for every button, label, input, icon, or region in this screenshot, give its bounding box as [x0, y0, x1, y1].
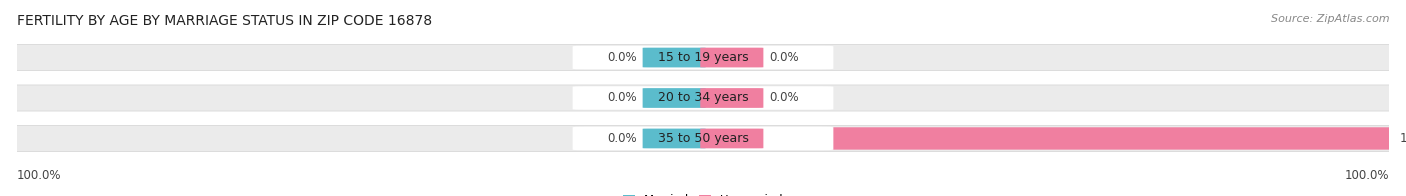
Text: FERTILITY BY AGE BY MARRIAGE STATUS IN ZIP CODE 16878: FERTILITY BY AGE BY MARRIAGE STATUS IN Z…: [17, 14, 432, 28]
Text: 15 to 19 years: 15 to 19 years: [658, 51, 748, 64]
Text: Source: ZipAtlas.com: Source: ZipAtlas.com: [1271, 14, 1389, 24]
Text: 20 to 34 years: 20 to 34 years: [658, 92, 748, 104]
Text: 0.0%: 0.0%: [607, 92, 637, 104]
FancyBboxPatch shape: [572, 46, 834, 69]
FancyBboxPatch shape: [643, 48, 706, 67]
FancyBboxPatch shape: [700, 48, 763, 67]
FancyBboxPatch shape: [0, 125, 1406, 152]
Text: 0.0%: 0.0%: [769, 92, 799, 104]
FancyBboxPatch shape: [0, 85, 1406, 111]
Text: 100.0%: 100.0%: [17, 169, 62, 182]
FancyBboxPatch shape: [572, 86, 834, 110]
FancyBboxPatch shape: [700, 129, 763, 148]
Text: 100.0%: 100.0%: [1400, 132, 1406, 145]
Text: 0.0%: 0.0%: [607, 132, 637, 145]
Text: 0.0%: 0.0%: [769, 51, 799, 64]
Text: 35 to 50 years: 35 to 50 years: [658, 132, 748, 145]
FancyBboxPatch shape: [695, 127, 1398, 150]
FancyBboxPatch shape: [700, 88, 763, 108]
FancyBboxPatch shape: [0, 44, 1406, 71]
Text: 100.0%: 100.0%: [1344, 169, 1389, 182]
FancyBboxPatch shape: [572, 127, 834, 150]
FancyBboxPatch shape: [643, 129, 706, 148]
Legend: Married, Unmarried: Married, Unmarried: [619, 189, 787, 196]
FancyBboxPatch shape: [643, 88, 706, 108]
Text: 0.0%: 0.0%: [607, 51, 637, 64]
